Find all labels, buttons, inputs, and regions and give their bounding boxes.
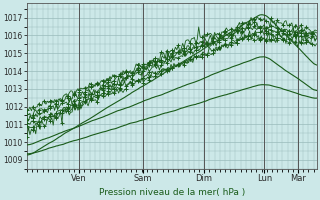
X-axis label: Pression niveau de la mer( hPa ): Pression niveau de la mer( hPa ) — [99, 188, 245, 197]
